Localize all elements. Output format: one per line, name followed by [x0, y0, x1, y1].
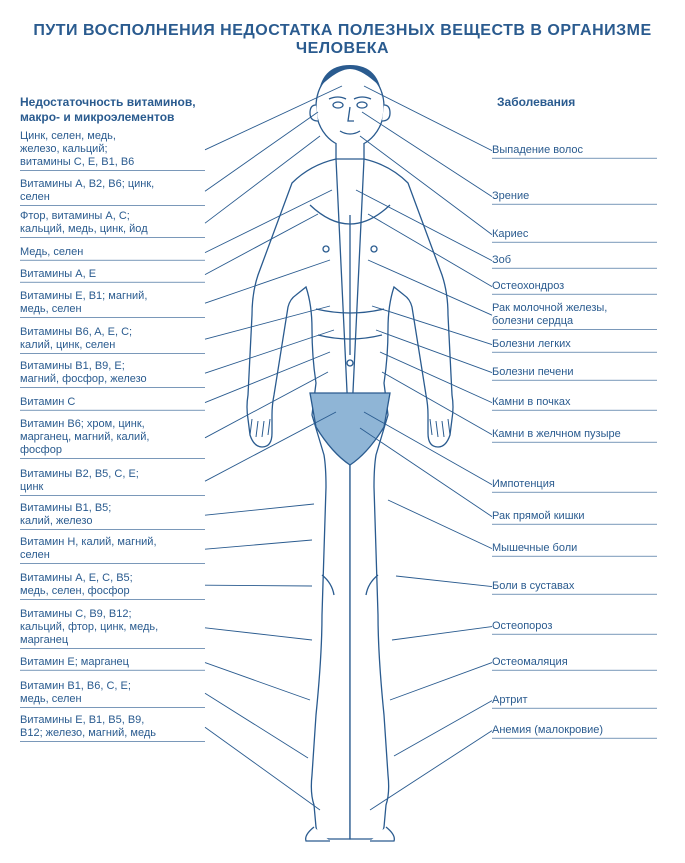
disease-label: Артрит	[492, 694, 657, 707]
disease-label: Мышечные боли	[492, 542, 657, 555]
disease-label: Остеохондроз	[492, 280, 657, 293]
deficiency-label: Фтор, витамины A, C; кальций, медь, цинк…	[20, 210, 205, 236]
disease-label: Зоб	[492, 254, 657, 267]
deficiency-label: Витамины A, E	[20, 268, 205, 281]
disease-label: Импотенция	[492, 478, 657, 491]
disease-label: Камни в почках	[492, 396, 657, 409]
deficiency-label: Витамины B1, B5; калий, железо	[20, 502, 205, 528]
disease-label: Камни в желчном пузыре	[492, 428, 657, 441]
deficiency-label: Витамин E; марганец	[20, 656, 205, 669]
disease-label: Боли в суставах	[492, 580, 657, 593]
disease-label: Анемия (малокровие)	[492, 724, 657, 737]
deficiency-label: Медь, селен	[20, 246, 205, 259]
deficiency-label: Витамины B6, A, E, C; калий, цинк, селен	[20, 326, 205, 352]
deficiency-label: Витамин B1, B6, C, E; медь, селен	[20, 680, 205, 706]
disease-label: Зрение	[492, 190, 657, 203]
left-column-header: Недостаточность витаминов, макро- и микр…	[20, 95, 200, 125]
disease-label: Остеомаляция	[492, 656, 657, 669]
disease-label: Болезни легких	[492, 338, 657, 351]
deficiency-label: Витамины A, E, C, B5; медь, селен, фосфо…	[20, 572, 205, 598]
deficiency-label: Витамин C	[20, 396, 205, 409]
disease-label: Рак прямой кишки	[492, 510, 657, 523]
right-column-header: Заболевания	[497, 95, 657, 110]
disease-label: Болезни печени	[492, 366, 657, 379]
deficiency-label: Витамин H, калий, магний, селен	[20, 536, 205, 562]
deficiency-label: Витамины B1, B9, E; магний, фосфор, желе…	[20, 360, 205, 386]
disease-label: Остеопороз	[492, 620, 657, 633]
disease-label: Выпадение волос	[492, 144, 657, 157]
disease-label: Кариес	[492, 228, 657, 241]
deficiency-label: Витамины A, B2, B6; цинк, селен	[20, 178, 205, 204]
deficiency-label: Витамины E, B1, B5, B9, B12; железо, маг…	[20, 714, 205, 740]
deficiency-label: Витамин B6; хром, цинк, марганец, магний…	[20, 418, 205, 458]
human-body-figure	[210, 55, 490, 845]
page-title: ПУТИ ВОСПОЛНЕНИЯ НЕДОСТАТКА ПОЛЕЗНЫХ ВЕЩ…	[20, 22, 665, 58]
deficiency-label: Цинк, селен, медь, железо, кальций; вита…	[20, 130, 205, 170]
disease-label: Рак молочной железы, болезни сердца	[492, 302, 657, 328]
deficiency-label: Витамины C, B9, B12; кальций, фтор, цинк…	[20, 608, 205, 648]
deficiency-label: Витамины B2, B5, C, E; цинк	[20, 468, 205, 494]
deficiency-label: Витамины E, B1; магний, медь, селен	[20, 290, 205, 316]
